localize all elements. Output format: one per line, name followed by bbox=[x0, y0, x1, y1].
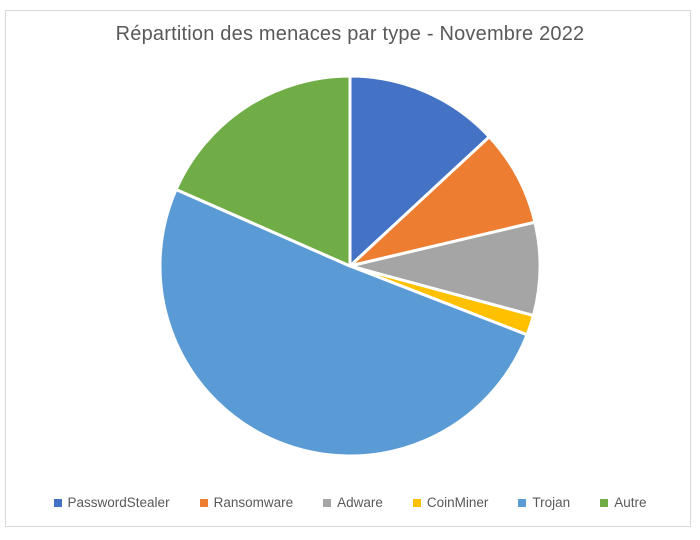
legend-swatch-icon bbox=[53, 498, 62, 507]
legend-label: PasswordStealer bbox=[67, 495, 170, 510]
pie-slice-autre bbox=[174, 74, 352, 268]
legend-label: Adware bbox=[337, 495, 383, 510]
legend-swatch-icon bbox=[412, 498, 421, 507]
legend: PasswordStealer Ransomware Adware CoinMiner… bbox=[0, 495, 700, 510]
legend-label: Ransomware bbox=[213, 495, 294, 510]
legend-swatch-icon bbox=[600, 498, 609, 507]
legend-swatch-icon bbox=[518, 498, 527, 507]
legend-item-ransomware: Ransomware bbox=[199, 495, 294, 510]
legend-item-coinminer: CoinMiner bbox=[412, 495, 489, 510]
legend-item-autre: Autre bbox=[600, 495, 646, 510]
pie-slice-trojan bbox=[158, 187, 529, 458]
legend-swatch-icon bbox=[323, 498, 332, 507]
legend-label: Trojan bbox=[532, 495, 571, 510]
legend-item-trojan: Trojan bbox=[518, 495, 570, 510]
pie-slice-ransomware bbox=[348, 135, 537, 268]
legend-item-adware: Adware bbox=[323, 495, 383, 510]
legend-label: CoinMiner bbox=[426, 495, 489, 510]
legend-swatch-icon bbox=[199, 498, 208, 507]
chart-title: Répartition des menaces par type - Novem… bbox=[115, 23, 585, 45]
pie-slice-adware bbox=[348, 220, 542, 318]
pie-slice-passwordstealer bbox=[348, 74, 491, 268]
legend-item-passwordstealer: PasswordStealer bbox=[53, 495, 170, 510]
legend-label: Autre bbox=[614, 495, 647, 510]
